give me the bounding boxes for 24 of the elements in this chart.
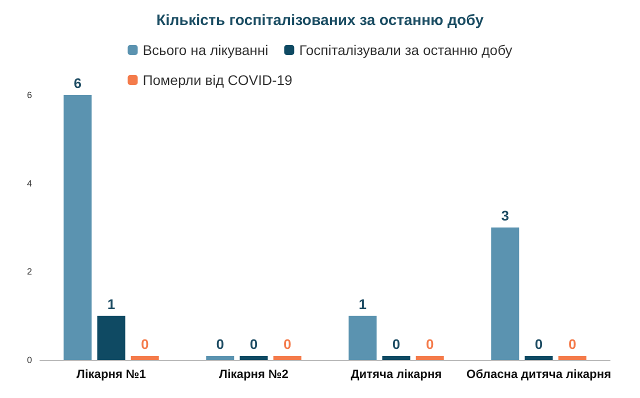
data-label: 0 bbox=[534, 336, 543, 352]
data-label: 0 bbox=[283, 336, 292, 352]
x-tick-label: Обласна дитяча лікарня bbox=[466, 367, 612, 381]
y-tick-label: 4 bbox=[26, 178, 32, 188]
data-label: 0 bbox=[568, 336, 576, 352]
data-label: 0 bbox=[216, 336, 224, 352]
x-tick-label: Дитяча лікарня bbox=[350, 367, 442, 381]
chart-title: Кількість госпіталізованих за останню добу bbox=[156, 12, 484, 29]
data-label: 3 bbox=[501, 208, 510, 224]
y-tick-label: 0 bbox=[26, 355, 32, 365]
x-tick-label: Лікарня №1 bbox=[76, 367, 146, 381]
legend-label: Всього на лікуванні bbox=[142, 42, 268, 58]
legend-label: Померли від COVID-19 bbox=[142, 72, 293, 88]
y-tick-label: 6 bbox=[26, 90, 32, 100]
data-label: 0 bbox=[392, 336, 400, 352]
data-label: 6 bbox=[74, 75, 82, 91]
x-tick-label: Лікарня №2 bbox=[219, 367, 289, 381]
data-label: 1 bbox=[358, 296, 367, 312]
y-tick-label: 2 bbox=[26, 266, 32, 277]
data-label: 0 bbox=[140, 336, 149, 352]
data-label: 0 bbox=[426, 336, 434, 352]
data-label: 1 bbox=[107, 296, 116, 312]
legend-label: Госпіталізували за останню добу bbox=[299, 42, 512, 58]
data-label: 0 bbox=[250, 336, 258, 352]
